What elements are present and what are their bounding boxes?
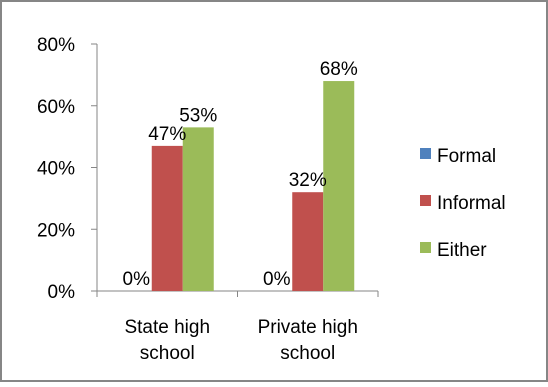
legend-swatch [420,242,431,253]
data-label: 0% [263,269,291,290]
bar [323,81,354,291]
legend-swatch [420,148,431,159]
legend-label: Informal [437,193,506,214]
legend-label: Either [437,240,487,261]
legend-label: Formal [437,146,496,167]
data-label: 68% [320,59,358,80]
legend-swatch [420,195,431,206]
y-tick-label: 0% [48,282,76,303]
bar [292,192,323,291]
data-label: 53% [179,105,217,126]
y-tick-label: 80% [37,35,75,56]
data-label: 32% [289,170,327,191]
y-tick-label: 20% [37,220,75,241]
bar [183,127,214,291]
y-tick-label: 40% [37,159,75,180]
data-label: 0% [123,269,151,290]
bar [152,146,183,291]
y-tick-label: 60% [37,97,75,118]
data-label: 47% [148,124,186,145]
